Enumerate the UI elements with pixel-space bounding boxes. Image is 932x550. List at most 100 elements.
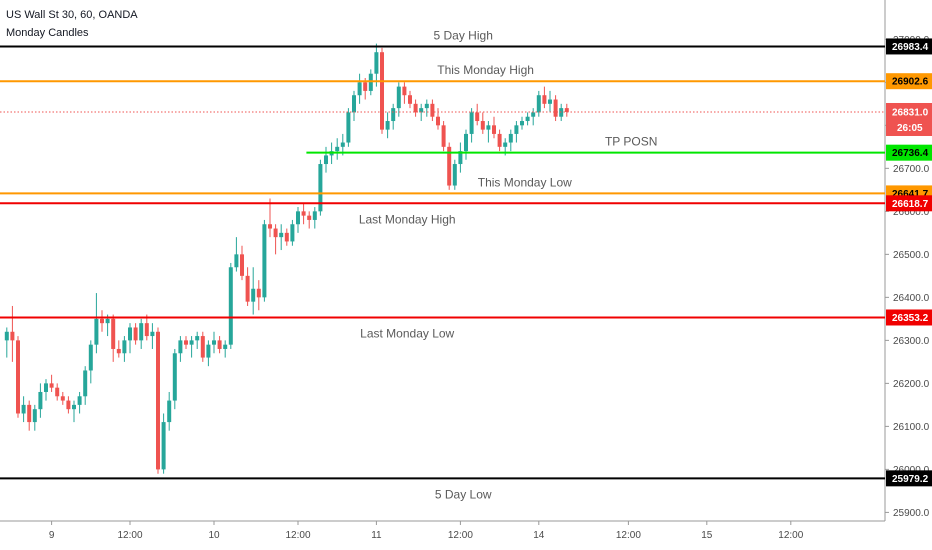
y-tick-label: 26600.0 (893, 207, 930, 218)
candle-up (44, 383, 48, 392)
candle-up (514, 125, 519, 134)
candle-down (116, 348, 121, 354)
candle-up (318, 164, 323, 212)
candle-up (77, 396, 82, 405)
candle-up (228, 267, 233, 345)
candle-up (167, 400, 172, 423)
candle-down (27, 404, 32, 423)
candle-down (380, 52, 384, 130)
candle-down (475, 112, 480, 122)
y-tick-label: 26400.0 (893, 293, 930, 304)
level-label-5-day-high: 5 Day High (434, 28, 493, 42)
countdown-text: 26:05 (897, 123, 923, 134)
candle-down (100, 318, 104, 324)
candle-up (223, 344, 228, 349)
candle-up (452, 164, 457, 186)
level-badge-last-monday-low (886, 309, 932, 326)
level-badge-5-day-high (886, 38, 932, 55)
level-badge-text-tp-posn: 26736.4 (892, 148, 929, 159)
candle-up (262, 224, 267, 298)
level-label-5-day-low: 5 Day Low (435, 487, 492, 501)
candle-down (200, 336, 205, 358)
candle-up (290, 224, 295, 242)
x-tick-label: 9 (49, 530, 55, 541)
level-label-last-monday-low: Last Monday Low (360, 326, 454, 340)
level-badge-text-last-monday-low: 26353.2 (892, 313, 929, 324)
candle-up (94, 318, 99, 345)
candle-up (340, 142, 345, 147)
level-label-this-monday-low: This Monday Low (478, 175, 572, 189)
candle-up (520, 121, 524, 126)
last-price-text: 26831.0 (892, 107, 929, 118)
candle-up (195, 336, 200, 341)
level-badge-text-5-day-low: 25979.2 (892, 474, 929, 485)
x-tick-label: 12:00 (117, 530, 142, 541)
level-badge-last-monday-high (886, 195, 932, 212)
level-badge-text-5-day-high: 26983.4 (892, 42, 929, 53)
x-tick-label: 12:00 (616, 530, 641, 541)
candle-up (508, 133, 513, 143)
candle-up (352, 95, 356, 113)
level-badge-text-this-monday-high: 26902.6 (892, 77, 929, 88)
candle-up (374, 52, 379, 74)
y-tick-label: 26500.0 (893, 250, 930, 261)
y-tick-label: 26700.0 (893, 164, 930, 175)
y-tick-label: 26100.0 (893, 422, 930, 433)
candle-up (312, 211, 317, 220)
candle-down (307, 215, 312, 220)
y-tick-label: 25900.0 (893, 508, 930, 519)
level-label-last-monday-high: Last Monday High (359, 212, 456, 226)
candle-up (172, 353, 177, 401)
candle-down (413, 103, 418, 113)
candle-down (55, 387, 60, 397)
candle-down (217, 340, 222, 349)
x-tick-label: 12:00 (778, 530, 803, 541)
candle-up (486, 125, 491, 130)
candle-up (396, 86, 401, 109)
level-badge-text-this-monday-low: 26641.7 (892, 189, 929, 200)
candle-up (536, 95, 541, 113)
candle-up (21, 404, 26, 414)
candle-down (480, 121, 485, 130)
x-tick-label: 14 (533, 530, 545, 541)
candle-up (128, 327, 132, 341)
candle-down (553, 99, 558, 117)
candle-down (430, 103, 435, 117)
candle-down (447, 146, 452, 186)
candle-up (122, 340, 127, 354)
level-badge-5-day-low (886, 470, 932, 487)
candle-up (525, 116, 530, 122)
candle-up (88, 344, 93, 371)
candle-down (273, 228, 278, 238)
candle-up (251, 288, 256, 302)
candle-down (240, 254, 244, 276)
candle-down (497, 133, 502, 147)
candle-down (60, 396, 65, 401)
indicator-label: Monday Candles (6, 27, 89, 39)
candle-up (368, 73, 373, 91)
level-label-tp-posn: TP POSN (605, 135, 657, 149)
candle-up (178, 340, 183, 354)
candle-up (279, 232, 284, 238)
candle-down (408, 95, 412, 104)
x-tick-label: 15 (701, 530, 713, 541)
candle-down (111, 318, 116, 349)
candle-down (184, 340, 188, 345)
candle-down (492, 125, 496, 134)
level-badge-text-last-monday-high: 26618.7 (892, 199, 929, 210)
candle-down (363, 82, 368, 91)
level-label-this-monday-high: This Monday High (437, 63, 534, 77)
candle-up (38, 391, 43, 410)
candle-up (531, 112, 536, 117)
candle-down (441, 125, 446, 147)
candle-down (66, 400, 71, 410)
x-tick-label: 12:00 (448, 530, 473, 541)
candle-down (564, 108, 569, 112)
candle-up (458, 151, 463, 165)
candle-up (324, 155, 328, 165)
candle-up (206, 344, 211, 358)
last-price-badge (886, 102, 932, 136)
price-axis-panel (885, 0, 932, 550)
candle-up (234, 254, 239, 268)
